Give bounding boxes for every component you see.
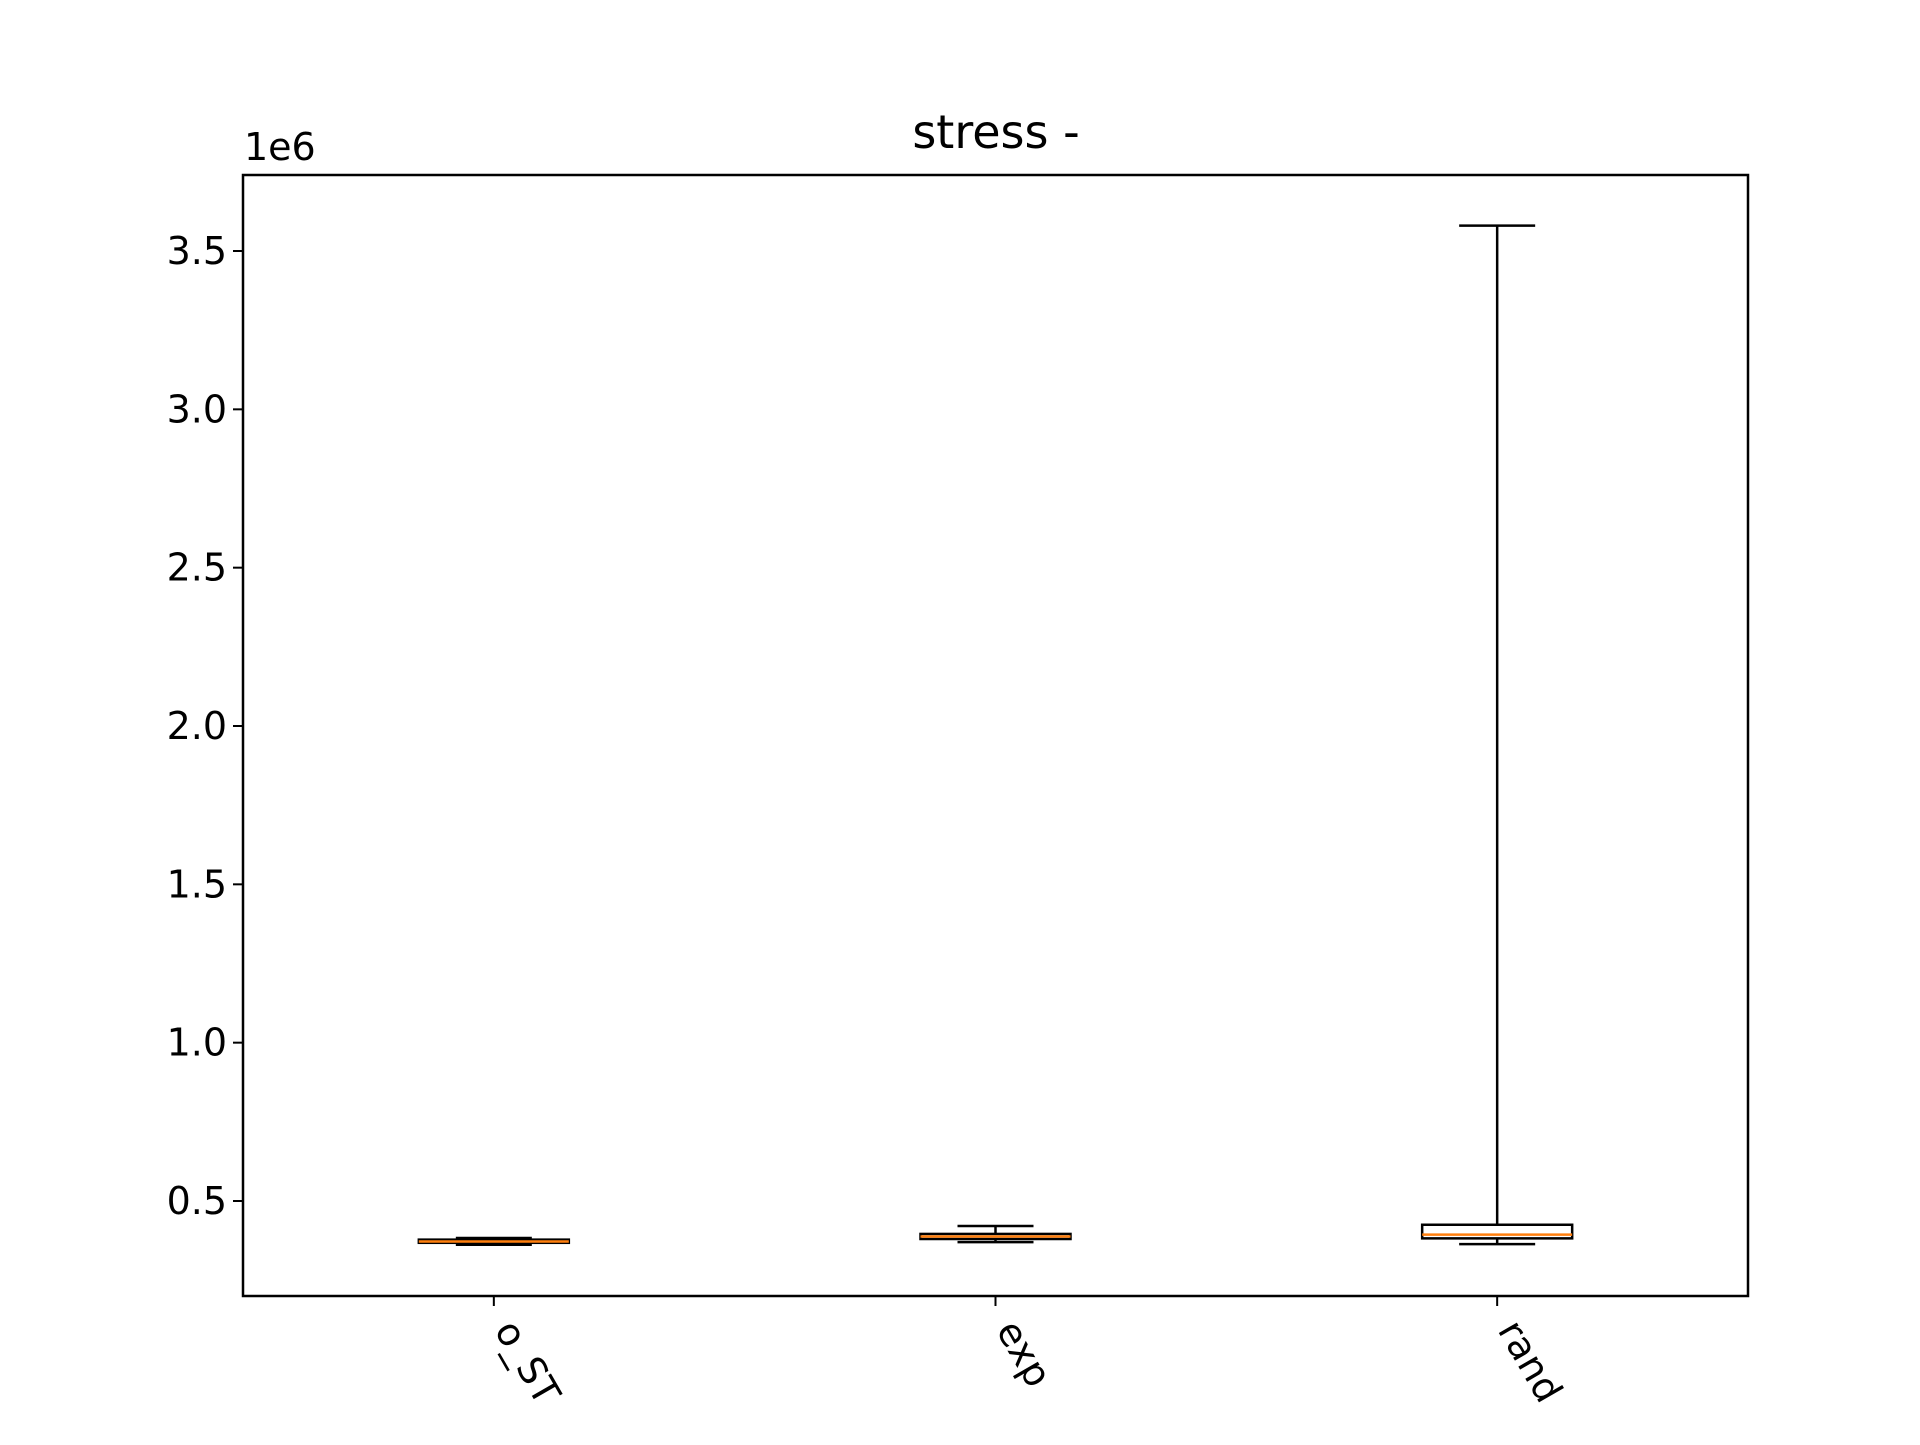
- y-tick-label: 0.5: [167, 1179, 227, 1223]
- box-series: [417, 224, 1574, 1246]
- y-tick-label: 2.0: [167, 704, 227, 748]
- iqr-box: [1420, 1223, 1574, 1240]
- box-o-st: [417, 1236, 571, 1246]
- y-axis: 0.5 1.0 1.5 2.0 2.5 3.0 3.5: [167, 229, 243, 1223]
- box-exp: [919, 1224, 1072, 1244]
- y-axis-offset-label: 1e6: [244, 125, 316, 169]
- y-tick-label: 1.5: [167, 862, 227, 906]
- y-tick-label: 2.5: [167, 546, 227, 590]
- chart-title: stress -: [912, 105, 1079, 159]
- plot-area-frame: [241, 173, 1750, 1298]
- box-rand: [1420, 224, 1574, 1246]
- y-tick-label: 3.0: [167, 387, 227, 431]
- y-tick-label: 1.0: [167, 1021, 227, 1065]
- y-tick-label: 3.5: [167, 229, 227, 273]
